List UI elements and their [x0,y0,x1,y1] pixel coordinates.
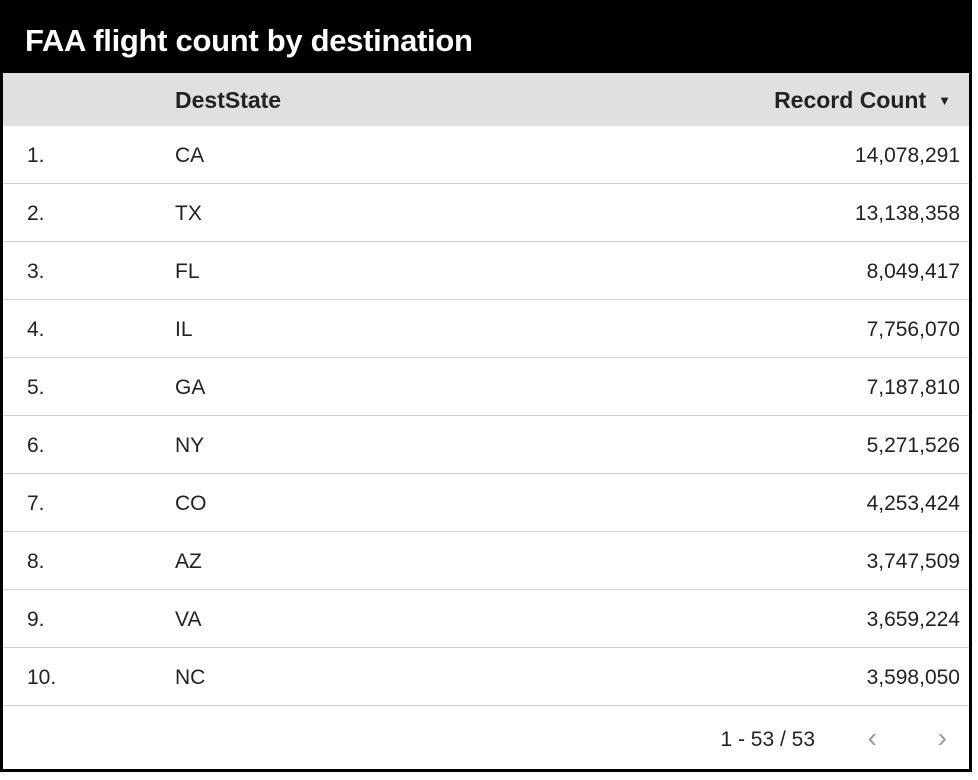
row-state: AZ [175,550,202,573]
row-count: 3,659,224 [866,608,960,631]
table-row: 6. NY 5,271,526 [3,416,969,474]
table-row: 9. VA 3,659,224 [3,590,969,648]
row-state: VA [175,608,202,631]
row-state: CA [175,144,205,167]
row-count: 5,271,526 [866,434,960,457]
column-header-label: Record Count [774,87,927,113]
chevron-left-icon[interactable]: ‹ [867,722,877,753]
row-count: 7,187,810 [866,376,960,399]
row-index: 3. [27,260,45,283]
column-header-deststate[interactable]: DestState [175,87,282,113]
row-index: 1. [27,144,45,167]
table-row: 4. IL 7,756,070 [3,300,969,358]
row-count: 14,078,291 [854,144,960,167]
row-state: NY [175,434,205,457]
table-header: DestState Record Count ▼ [3,73,969,126]
row-state: TX [175,202,202,225]
row-state: NC [175,666,206,689]
row-index: 10. [27,666,57,689]
chevron-right-icon[interactable]: › [937,722,947,753]
table-row: 3. FL 8,049,417 [3,242,969,300]
row-index: 2. [27,202,45,225]
table-body: 1. CA 14,078,291 2. TX 13,138,358 3. FL 8,… [3,126,969,706]
pagination-range: 1 - 53 / 53 [720,728,815,751]
row-state: CO [175,492,207,515]
column-header-record-count[interactable]: Record Count ▼ [774,87,951,114]
table-row: 2. TX 13,138,358 [3,184,969,242]
row-state: FL [175,260,200,283]
row-index: 9. [27,608,45,631]
row-index: 8. [27,550,45,573]
table-row: 1. CA 14,078,291 [3,126,969,184]
row-index: 6. [27,434,45,457]
row-state: IL [175,318,193,341]
table-title: FAA flight count by destination [3,3,969,73]
row-count: 7,756,070 [866,318,960,341]
row-count: 3,598,050 [866,666,960,689]
row-count: 4,253,424 [866,492,960,515]
table-row: 7. CO 4,253,424 [3,474,969,532]
pagination: 1 - 53 / 53 ‹ › [3,706,969,766]
table-row: 8. AZ 3,747,509 [3,532,969,590]
sort-descending-icon: ▼ [938,93,951,108]
row-index: 5. [27,376,45,399]
table-row: 10. NC 3,598,050 [3,648,969,706]
row-index: 4. [27,318,45,341]
row-count: 13,138,358 [854,202,960,225]
row-state: GA [175,376,206,399]
row-count: 8,049,417 [866,260,960,283]
table-row: 5. GA 7,187,810 [3,358,969,416]
row-count: 3,747,509 [866,550,960,573]
row-index: 7. [27,492,45,515]
